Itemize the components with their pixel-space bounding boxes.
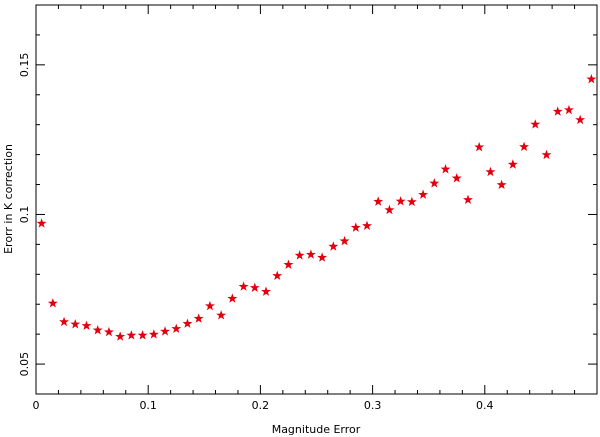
data-point-star — [81, 320, 92, 330]
y-tick-label: 0.05 — [18, 352, 31, 377]
data-point-star — [238, 281, 249, 291]
x-axis-label: Magnitude Error — [272, 423, 361, 436]
data-point-star — [328, 241, 339, 251]
data-point-star — [227, 293, 238, 303]
data-point-star — [474, 141, 485, 152]
data-point-star — [216, 310, 227, 320]
y-axis-label: Erorr in K correction — [2, 144, 15, 254]
data-point-star — [193, 313, 204, 323]
data-point-star — [36, 218, 47, 228]
y-tick-label: 0.15 — [18, 53, 31, 78]
data-point-star — [552, 106, 563, 116]
x-tick-label: 0.1 — [139, 399, 157, 412]
data-point-star — [115, 331, 126, 341]
data-point-star — [373, 196, 384, 206]
data-point-star — [451, 173, 462, 183]
data-point-star — [137, 330, 148, 340]
data-point-star — [429, 178, 440, 188]
data-point-star — [59, 316, 69, 327]
data-point-star — [530, 119, 541, 129]
data-point-star — [496, 179, 507, 190]
data-point-star — [564, 104, 574, 115]
x-tick-label: 0.4 — [476, 399, 494, 412]
data-point-star — [519, 141, 530, 152]
data-point-star — [148, 329, 159, 339]
data-point-star — [204, 300, 215, 311]
data-point-star — [249, 282, 260, 292]
data-point-star — [406, 196, 417, 207]
data-point-star — [418, 189, 429, 199]
data-point-star — [463, 194, 473, 205]
data-point-star — [339, 235, 350, 246]
data-point-star — [103, 326, 114, 337]
marks-layer — [36, 74, 597, 341]
data-point-star — [261, 286, 271, 296]
data-point-star — [507, 159, 518, 169]
data-point-star — [485, 166, 496, 177]
y-tick-labels: 0.05 0.1 0.15 — [18, 53, 31, 377]
data-point-star — [294, 250, 305, 260]
data-point-star — [171, 323, 182, 333]
data-point-star — [586, 74, 597, 84]
data-point-star — [47, 298, 58, 308]
data-point-star — [440, 164, 451, 174]
data-point-star — [384, 204, 395, 215]
data-point-star — [160, 326, 170, 336]
y-tick-label: 0.1 — [18, 206, 31, 224]
data-point-star — [362, 220, 372, 231]
plot-frame — [35, 4, 598, 395]
data-point-star — [305, 249, 316, 259]
data-point-star — [272, 270, 283, 281]
data-point-star — [182, 318, 193, 328]
data-point-star — [283, 259, 294, 269]
data-point-star — [395, 196, 406, 206]
data-point-star — [541, 149, 552, 160]
data-point-star — [92, 325, 103, 335]
data-point-star — [575, 114, 586, 125]
data-point-star — [126, 330, 137, 340]
x-tick-label: 0.2 — [252, 399, 270, 412]
data-point-star — [317, 252, 328, 262]
data-point-star — [70, 319, 81, 329]
x-tick-labels: 0.1 0.2 0.3 0.4 0 — [33, 399, 494, 412]
data-point-star — [350, 222, 361, 232]
x-tick-label: 0.3 — [364, 399, 382, 412]
x-tick-label: 0 — [33, 399, 40, 412]
